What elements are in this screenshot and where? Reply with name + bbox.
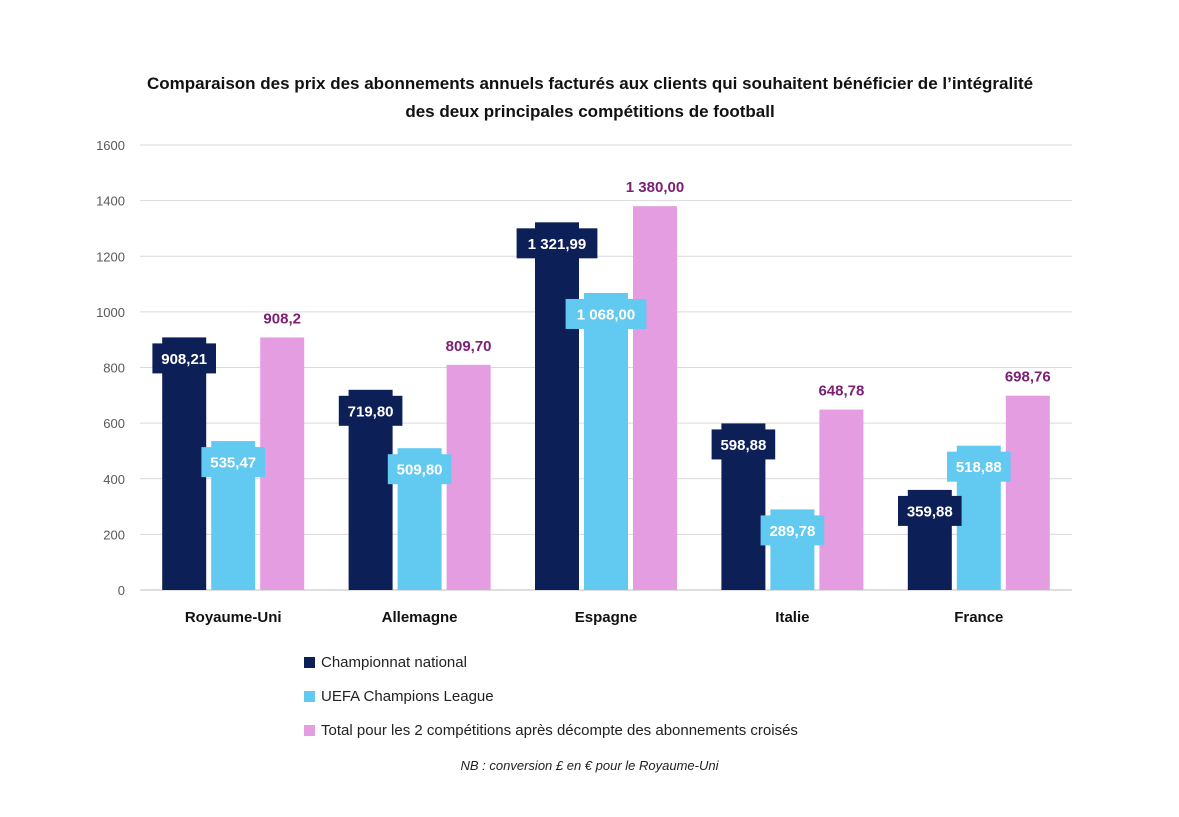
- bar: [535, 222, 579, 590]
- data-label: 698,76: [1005, 369, 1051, 386]
- data-label-box: [760, 515, 825, 546]
- legend-label: UEFA Champions League: [321, 687, 494, 705]
- data-label: 908,21: [161, 351, 207, 368]
- data-label: 359,88: [907, 503, 953, 520]
- data-label-box: [947, 451, 1011, 482]
- legend-label: Total pour les 2 compétitions après déco…: [321, 721, 798, 739]
- y-tick-label: 0: [118, 583, 125, 598]
- data-label: 1 068,00: [577, 306, 635, 323]
- x-category-label: Italie: [775, 609, 809, 626]
- x-axis-category-labels: Royaume-Uni Allemagne Espagne Italie France: [185, 609, 1004, 626]
- legend-swatch: [304, 656, 315, 668]
- y-tick-label: 800: [103, 361, 125, 376]
- x-category-label: Royaume-Uni: [185, 609, 282, 626]
- legend-swatch: [304, 724, 315, 736]
- bar: [446, 364, 491, 590]
- data-label: 509,80: [397, 462, 443, 479]
- x-category-label: Allemagne: [382, 609, 458, 626]
- data-label-box: [201, 447, 265, 478]
- data-label-box: [387, 454, 452, 485]
- data-label: 719,80: [348, 403, 394, 420]
- data-label-box: [152, 343, 216, 374]
- y-tick-label: 1400: [96, 194, 125, 209]
- bar: [819, 409, 864, 590]
- x-category-label: France: [954, 609, 1003, 626]
- data-label-box: [898, 495, 962, 526]
- bar: [1005, 395, 1050, 590]
- bar: [260, 337, 305, 590]
- y-tick-label: 400: [103, 472, 125, 487]
- data-label-box: [516, 228, 598, 259]
- data-label: 1 321,99: [528, 236, 586, 253]
- chart-title: Comparaison des prix des abonnements ann…: [40, 70, 1140, 126]
- y-tick-label: 1600: [96, 138, 125, 153]
- data-label-box: [711, 429, 776, 460]
- legend-swatch: [304, 690, 315, 702]
- legend-item-championnat: Championnat national: [304, 645, 798, 679]
- data-label: 518,88: [956, 459, 1002, 476]
- chart-title-line-1: Comparaison des prix des abonnements ann…: [146, 74, 1034, 93]
- bar: [633, 206, 677, 590]
- y-tick-label: 1200: [96, 249, 125, 264]
- footnote: NB : conversion £ en € pour le Royaume-U…: [460, 758, 719, 773]
- data-label: 535,47: [210, 455, 256, 472]
- bar: [162, 337, 207, 590]
- chart-title-line-2: des deux principales compétitions de foo…: [405, 102, 775, 121]
- y-axis-ticks: 0 200 400 600 800 1000 1200 1400 1600: [96, 138, 125, 598]
- y-tick-label: 1000: [96, 305, 125, 320]
- data-label-box: [565, 298, 647, 329]
- bars: [162, 206, 1050, 590]
- data-label: 289,78: [769, 523, 815, 540]
- legend-label: Championnat national: [321, 653, 467, 671]
- data-label: 598,88: [720, 437, 766, 454]
- data-label: 809,70: [446, 338, 492, 355]
- legend-item-champions-league: UEFA Champions League: [304, 679, 798, 713]
- data-label: 1 380,00: [626, 179, 684, 196]
- y-tick-label: 200: [103, 527, 125, 542]
- bar: [584, 292, 628, 590]
- data-label: 648,78: [818, 383, 864, 400]
- legend: Championnat national UEFA Champions Leag…: [304, 645, 798, 747]
- data-labels: 908,21 535,47 908,2 719,80 509,80 809,70 1 321…: [152, 179, 1051, 546]
- y-tick-label: 600: [103, 416, 125, 431]
- data-label-box: [338, 395, 403, 426]
- x-category-label: Espagne: [575, 609, 638, 626]
- legend-item-total: Total pour les 2 compétitions après déco…: [304, 713, 798, 747]
- data-label: 908,2: [263, 310, 301, 327]
